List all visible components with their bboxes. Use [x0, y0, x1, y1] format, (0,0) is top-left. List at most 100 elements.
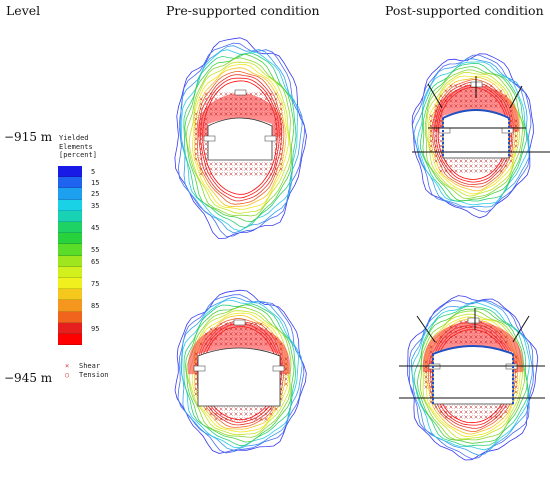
- shear-mark: [484, 335, 488, 339]
- shear-mark: [239, 412, 243, 416]
- shear-mark: [449, 104, 453, 108]
- shear-mark: [199, 132, 203, 136]
- shear-mark: [214, 407, 218, 411]
- shear-mark: [489, 99, 493, 103]
- shear-mark: [199, 122, 203, 126]
- legend-swatch: [58, 210, 82, 222]
- shear-mark: [279, 347, 283, 351]
- shear-mark: [264, 102, 268, 106]
- shear-mark: [194, 142, 198, 146]
- shear-mark: [224, 97, 228, 101]
- shear-mark: [479, 410, 483, 414]
- shear-mark: [459, 99, 463, 103]
- shear-mark: [484, 340, 488, 344]
- shear-mark: [244, 162, 248, 166]
- shear-mark: [274, 157, 278, 161]
- shear-mark: [244, 327, 248, 331]
- shear-mark: [449, 405, 453, 409]
- shear-mark: [429, 350, 433, 354]
- shear-mark: [494, 164, 498, 168]
- displacement-label-box: [203, 135, 216, 142]
- shear-mark: [254, 92, 258, 96]
- shear-mark: [464, 89, 468, 93]
- shear-mark: [464, 84, 468, 88]
- shear-mark: [484, 84, 488, 88]
- shear-mark: [454, 169, 458, 173]
- shear-mark: [229, 102, 233, 106]
- shear-mark: [449, 415, 453, 419]
- shear-mark: [229, 337, 233, 341]
- shear-mark: [224, 327, 228, 331]
- shear-mark: [209, 167, 213, 171]
- shear-mark: [494, 335, 498, 339]
- shear-mark: [224, 102, 228, 106]
- shear-mark: [204, 407, 208, 411]
- shear-mark: [454, 164, 458, 168]
- shear-mark: [239, 167, 243, 171]
- shear-mark: [284, 377, 288, 381]
- shear-mark: [449, 330, 453, 334]
- legend-swatch: [58, 300, 82, 312]
- mark-legend-item: × Shear: [65, 362, 100, 370]
- shear-mark: [474, 415, 478, 419]
- shear-marks: [194, 92, 283, 176]
- shear-mark: [239, 407, 243, 411]
- contour-line: [429, 76, 517, 192]
- shear-mark: [469, 325, 473, 329]
- shear-mark: [489, 405, 493, 409]
- shear-mark: [514, 129, 518, 133]
- shear-mark: [194, 392, 198, 396]
- shear-mark: [199, 137, 203, 141]
- shear-mark: [224, 172, 228, 176]
- shear-mark: [434, 119, 438, 123]
- shear-mark: [429, 124, 433, 128]
- shear-mark: [449, 99, 453, 103]
- shear-mark: [229, 417, 233, 421]
- shear-mark: [279, 352, 283, 356]
- legend-value: 5: [91, 168, 96, 176]
- shear-mark: [469, 159, 473, 163]
- legend-value: 35: [91, 201, 100, 210]
- shear-mark: [214, 97, 218, 101]
- yield-zone: [197, 92, 283, 137]
- shear-mark: [204, 342, 208, 346]
- shear-mark: [274, 147, 278, 151]
- shear-mark: [259, 327, 263, 331]
- shear-mark: [239, 417, 243, 421]
- shear-mark: [224, 412, 228, 416]
- shear-mark: [204, 172, 208, 176]
- shear-mark: [464, 320, 468, 324]
- shear-mark: [229, 342, 233, 346]
- shear-mark: [269, 167, 273, 171]
- shear-mark: [494, 169, 498, 173]
- contour-line: [196, 71, 285, 205]
- legend-swatch: [58, 289, 82, 301]
- shear-mark: [244, 167, 248, 171]
- contour-line: [427, 75, 518, 195]
- shear-mark: [459, 335, 463, 339]
- shear-mark: [474, 340, 478, 344]
- contour-line: [416, 308, 528, 444]
- shear-mark: [244, 342, 248, 346]
- shear-mark: [504, 164, 508, 168]
- shear-mark: [254, 167, 258, 171]
- shear-mark: [209, 327, 213, 331]
- contour-line: [426, 71, 521, 197]
- contour-line: [184, 53, 295, 223]
- shear-mark: [439, 340, 443, 344]
- shear-mark: [234, 97, 238, 101]
- shear-mark: [194, 117, 198, 121]
- shear-mark: [264, 92, 268, 96]
- rock-bolts: [399, 308, 545, 399]
- shear-mark: [489, 169, 493, 173]
- legend-swatch: [58, 266, 82, 278]
- shear-mark: [484, 94, 488, 98]
- shear-mark: [429, 139, 433, 143]
- shear-mark: [484, 104, 488, 108]
- shear-mark: [499, 89, 503, 93]
- contour-line: [411, 54, 532, 213]
- shear-mark: [459, 159, 463, 163]
- shear-mark: [239, 107, 243, 111]
- shear-mark: [254, 97, 258, 101]
- shear-mark: [279, 122, 283, 126]
